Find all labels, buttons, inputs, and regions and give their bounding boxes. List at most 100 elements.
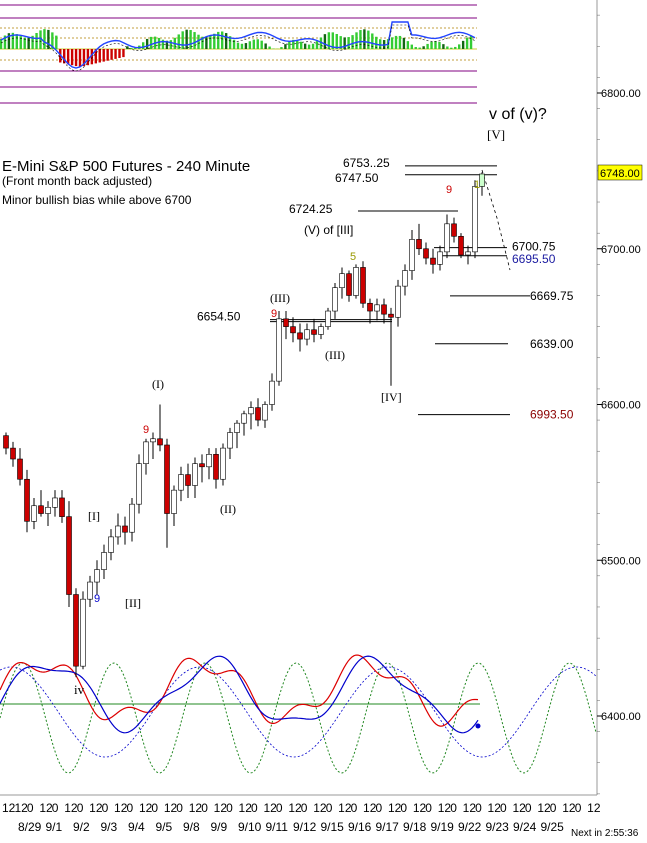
wave-annotation: [I] [88,509,100,523]
chart-note: Minor bullish bias while above 6700 [2,193,192,207]
candle-body [108,536,114,553]
x-hour-label: 12 [239,801,253,815]
candle-body [332,287,338,312]
x-hour-label: 12 [288,801,302,815]
cycle-red-line [0,654,479,727]
wave-annotation: 9 [446,184,452,196]
y-tick-label: 6500.00 [601,555,641,567]
x-hour-label: 12 [313,801,327,815]
wave-label-main: v of (v)? [489,106,547,123]
x-hour-label: 0 [351,801,358,815]
x-date-label: 9/15 [321,820,345,834]
candle-body [437,251,443,265]
candle-body [423,248,429,259]
x-date-label: 9/12 [293,820,317,834]
wave-annotation: (III) [325,348,345,362]
x-hour-label: 0 [475,801,482,815]
indicator-signal-dotted [0,24,476,72]
candle-body [353,267,359,296]
wave-annotation: (II) [220,502,236,516]
x-hour-label: 0 [575,801,582,815]
x-date-label: 9/3 [101,820,118,834]
candle-body [80,598,86,667]
candle-body [465,251,471,256]
x-date-label: 9/18 [403,820,427,834]
wave-label-v: [V] [487,127,505,142]
x-date-label: 9/24 [513,820,537,834]
bottom-cycle-oscillator-panel [0,654,597,774]
x-hour-label: 0 [102,801,109,815]
x-hour-label: 0 [425,801,432,815]
y-tick-label: 6400.00 [601,711,641,723]
indicator-signal-blue [0,21,476,69]
candle-body [213,454,219,480]
y-tick-label: 6700.00 [601,244,641,256]
x-hour-label: 12 [562,801,576,815]
candle-body [374,304,380,312]
candle-body [311,329,317,335]
top-oscillator-panel [0,4,477,104]
x-hour-label: 12 [164,801,178,815]
x-hour-label: 12 [338,801,352,815]
candle-body [150,438,156,443]
level-label: 6753..25 [343,156,390,170]
x-date-label: 8/29 [18,820,42,834]
x-axis: 12 12 0 12 0 12 0 12 0 12 0 12 0 12 0 12 0 12 0 12 0 12 0 12 0 12… [0,794,601,834]
countdown-label: Next in 2:55:36 [571,828,639,839]
candle-body [444,223,450,253]
x-hour-label: 12 [89,801,103,815]
candle-body [472,186,478,253]
x-hour-label: 12 [39,801,53,815]
chart-subtitle: (Front month back adjusted) [2,174,152,188]
candle-body [451,223,457,237]
level-label: 6654.50 [197,310,241,324]
candle-body [248,407,254,415]
candle-body [220,447,226,480]
x-hour-label: 0 [201,801,208,815]
x-hour-label: 0 [52,801,59,815]
candle-body [94,569,100,583]
candle-body [101,552,107,570]
x-hour-label: 12 [537,801,551,815]
candle-body [59,497,65,517]
x-date-label: 9/9 [211,820,228,834]
wave-annotation: 9 [94,593,100,605]
candle-body [129,503,135,533]
x-date-label: 9/10 [238,820,262,834]
x-date-label: 9/25 [541,820,565,834]
candle-body [360,267,366,304]
candle-body [178,474,184,491]
candle-body [241,413,247,424]
cycle-blue-line [0,655,479,734]
x-date-label: 9/1 [46,820,63,834]
candle-body [430,257,436,265]
x-hour-label: 12 [114,801,128,815]
candle-body [479,173,485,187]
wave-annotation: 1 [474,179,480,191]
candle-body [115,525,121,538]
wave-annotation: 5 [350,251,356,263]
cycle-blue-dotted [0,666,597,758]
x-hour-label: 0 [251,801,258,815]
x-hour-label: 0 [27,801,34,815]
candle-body [73,594,79,667]
x-hour-label: 0 [226,801,233,815]
candle-body [192,463,198,486]
candle-body [185,474,191,486]
candle-body [164,444,170,514]
candle-body [339,273,345,288]
candle-body [402,270,408,287]
candle-body [66,516,72,595]
wave-annotation: 9 [271,308,277,320]
candle-body [416,239,422,250]
wave-annotation: [IV] [381,390,402,404]
candle-body [290,326,296,334]
wave-annotation: 9 [143,424,149,436]
candle-body [31,505,37,522]
x-date-label: 9/8 [183,820,200,834]
x-hour-label: 12 [64,801,78,815]
candle-body [388,313,394,318]
wave-annotation: [II] [125,596,141,610]
x-hour-label: 0 [376,801,383,815]
level-label: 6669.75 [530,289,574,303]
